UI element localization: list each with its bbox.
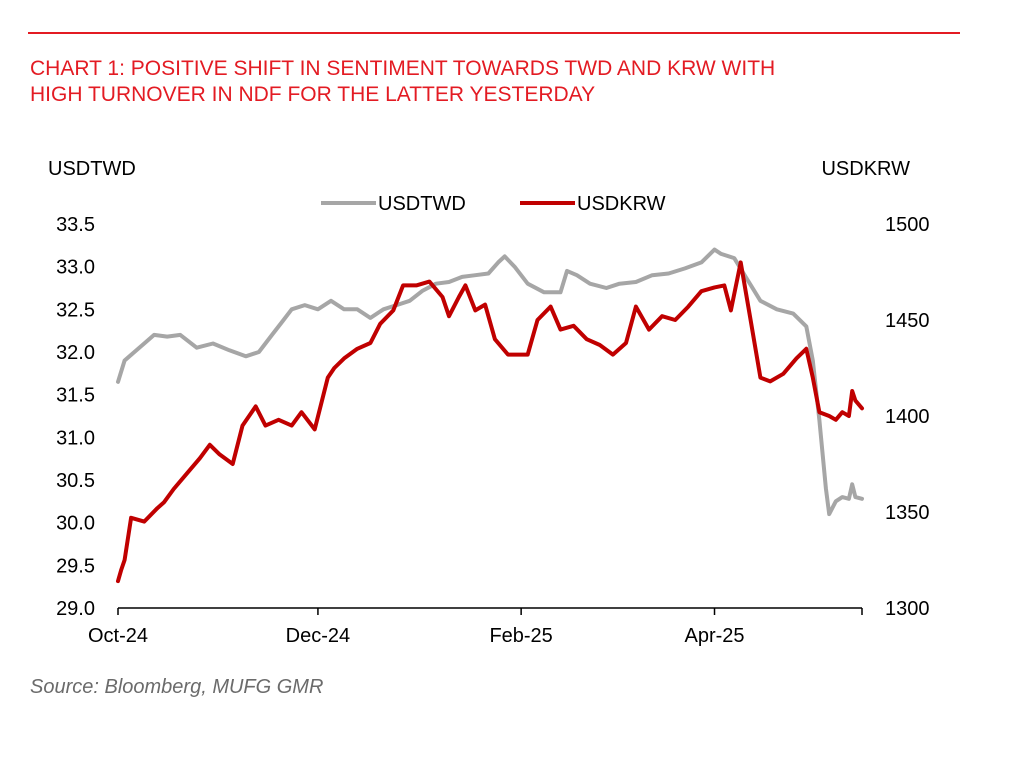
- series-line-usdtwd: [116, 247, 864, 517]
- left-axis-ticks: 33.5 33.0 32.5 32.0 31.5 31.0 30.5 30.0 29.5 29.0: [56, 214, 95, 620]
- series-layer: [116, 247, 864, 584]
- left-tick-label: 31.5: [56, 385, 95, 407]
- x-tick-label: Dec-24: [286, 625, 350, 647]
- left-tick-label: 29.5: [56, 555, 95, 577]
- chart-title-line-2: HIGH TURNOVER IN NDF FOR THE LATTER YEST…: [30, 83, 596, 106]
- right-tick-label: 1300: [885, 598, 930, 620]
- x-axis: Oct-24 Dec-24 Feb-25 Apr-25: [88, 607, 863, 647]
- x-tick-label: Apr-25: [684, 625, 744, 647]
- left-tick-label: 32.0: [56, 342, 95, 364]
- right-tick-label: 1500: [885, 214, 930, 236]
- right-tick-label: 1350: [885, 502, 930, 524]
- legend: USDTWD USDKRW: [321, 193, 666, 215]
- left-axis-label: USDTWD: [48, 158, 136, 180]
- left-tick-label: 30.0: [56, 513, 95, 535]
- chart-title: CHART 1: POSITIVE SHIFT IN SENTIMENT TOW…: [30, 56, 970, 108]
- legend-usdkrw-label: USDKRW: [577, 193, 666, 215]
- x-tick-label: Feb-25: [489, 625, 552, 647]
- left-tick-label: 30.5: [56, 470, 95, 492]
- left-tick-label: 29.0: [56, 598, 95, 620]
- series-line-usdkrw: [116, 260, 864, 584]
- source-note: Source: Bloomberg, MUFG GMR: [30, 676, 324, 698]
- x-tick-label: Oct-24: [88, 625, 148, 647]
- left-tick-label: 32.5: [56, 299, 95, 321]
- left-tick-label: 33.0: [56, 257, 95, 279]
- left-tick-label: 31.0: [56, 427, 95, 449]
- chart-title-line-1: CHART 1: POSITIVE SHIFT IN SENTIMENT TOW…: [30, 57, 776, 80]
- title-rule: [28, 32, 960, 34]
- right-axis-ticks: 1500 1450 1400 1350 1300: [885, 214, 930, 620]
- right-axis-label: USDKRW: [821, 158, 910, 180]
- right-tick-label: 1450: [885, 310, 930, 332]
- legend-usdtwd-label: USDTWD: [378, 193, 466, 215]
- dual-axis-line-chart: USDTWD USDKRW USDTWD USDKRW 33.5 33.0 32.5…: [48, 158, 930, 647]
- left-tick-label: 33.5: [56, 214, 95, 236]
- right-tick-label: 1400: [885, 406, 930, 428]
